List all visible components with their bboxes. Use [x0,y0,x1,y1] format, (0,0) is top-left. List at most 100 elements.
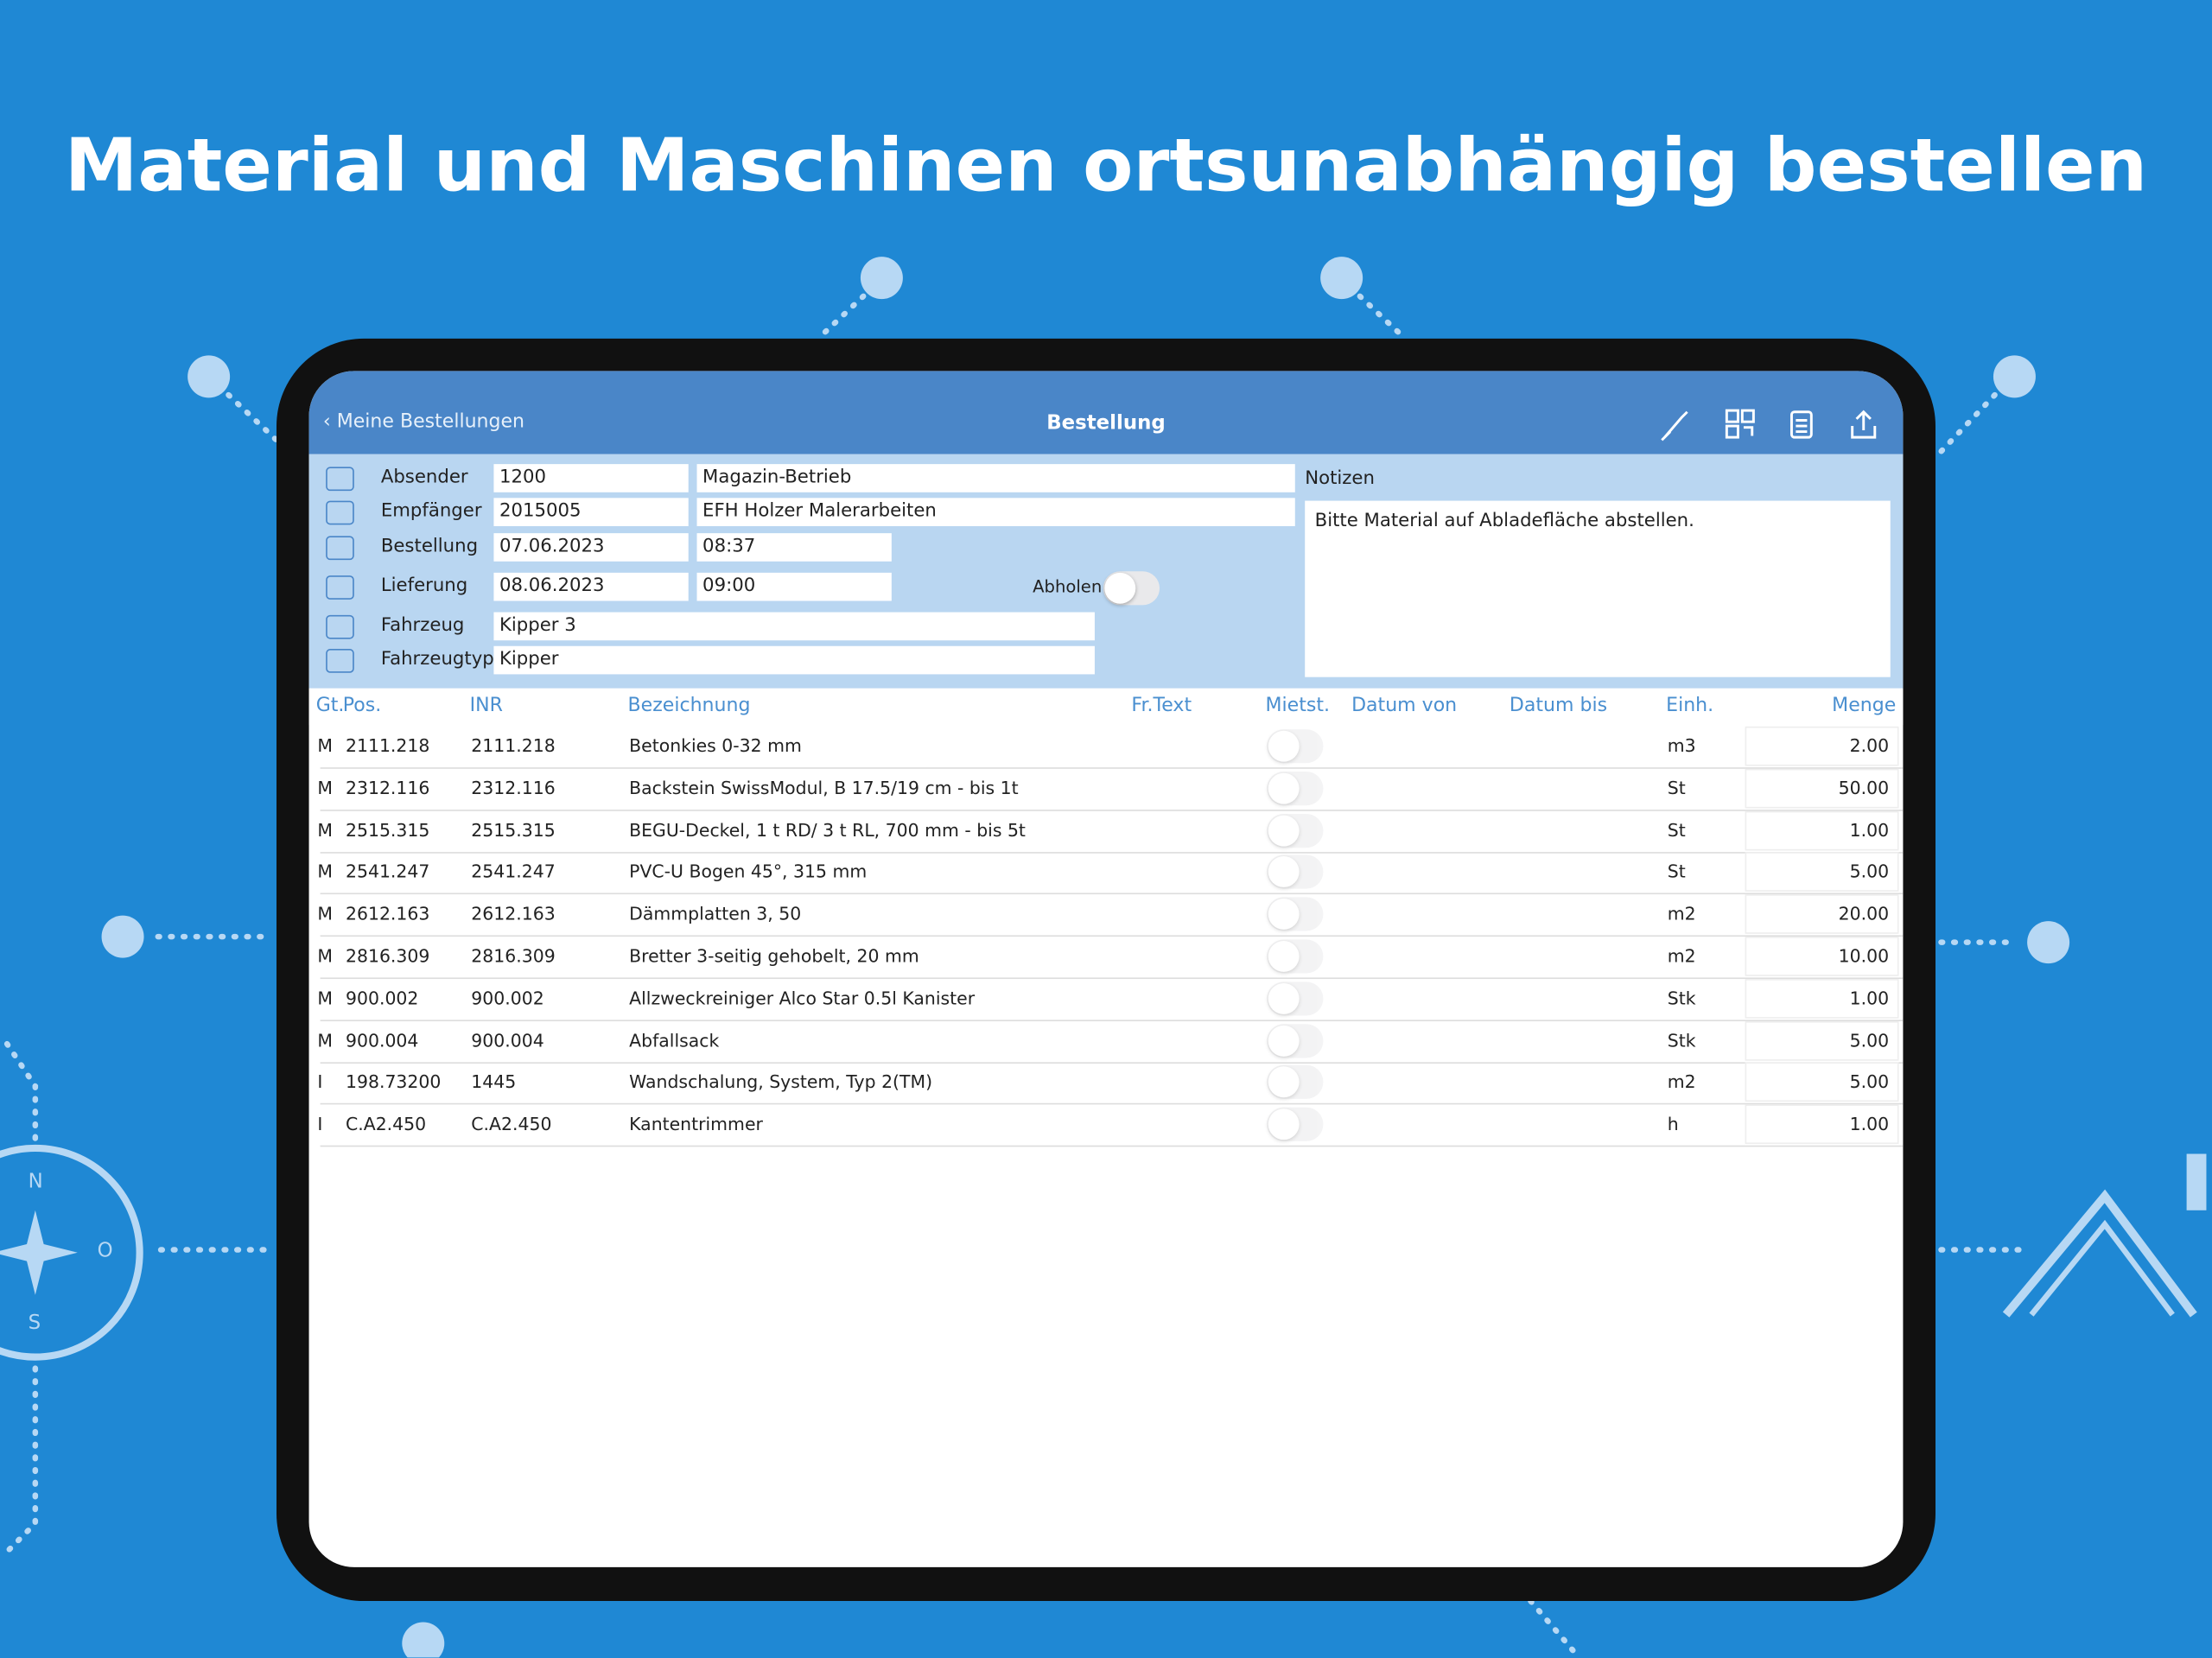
rental-toggle[interactable] [1267,855,1324,890]
cell: Betonkies 0-32 mm [629,734,802,757]
qty[interactable]: 50.00 [1838,777,1890,798]
column-header: Fr.Text [1131,694,1192,717]
cell: M [317,1029,333,1051]
qty[interactable]: 2.00 [1849,734,1890,757]
field-input[interactable]: Magazin-Betrieb [696,464,1295,492]
column-header: Bezeichnung [627,694,751,717]
rental-toggle[interactable] [1267,1107,1324,1142]
cell: Dämmplatten 3, 50 [629,903,802,924]
cell: Stk [1667,987,1696,1009]
cell: m2 [1667,1070,1696,1093]
rental-toggle[interactable] [1267,897,1324,931]
cell: 1445 [471,1070,517,1093]
cell: 900.002 [345,987,419,1009]
cell: M [317,903,333,924]
qty-box[interactable] [1746,770,1897,807]
cell: I [317,1113,323,1134]
field-label: Fahrzeugtyp [380,649,494,670]
cell: M [317,734,333,757]
cell: 2541.247 [471,861,556,883]
qty[interactable]: 5.00 [1849,1029,1890,1051]
cell: St [1667,818,1686,841]
column-header: Gt. [315,694,345,717]
rental-toggle[interactable] [1267,1065,1324,1100]
qty[interactable]: 20.00 [1838,903,1890,924]
qty-box[interactable] [1746,980,1897,1017]
toolbar-icons[interactable] [1656,406,1882,442]
qty-box[interactable] [1746,854,1897,891]
rental-toggle[interactable] [1267,939,1324,974]
rental-toggle[interactable] [1267,771,1324,805]
table-header-bg [308,688,1904,726]
cell: Bretter 3-seitig gehobelt, 20 mm [629,944,919,967]
rental-toggle[interactable] [1267,729,1324,764]
qty-box[interactable] [1746,811,1897,849]
cell: 900.002 [471,987,544,1009]
pickup-toggle[interactable] [1103,571,1160,606]
notes-text: Bitte Material auf Abladefläche abstelle… [1314,511,1694,532]
nav-bar [308,371,1904,454]
cell: m2 [1667,903,1696,924]
field-input[interactable]: 08.06.2023 [493,572,689,601]
qty[interactable]: 1.00 [1849,1113,1890,1134]
field-input[interactable]: 1200 [493,464,689,492]
cell: M [317,944,333,967]
qty[interactable]: 10.00 [1838,944,1890,967]
cell: C.A2.450 [471,1113,552,1134]
column-header: Datum von [1351,694,1458,717]
row-divider [320,1146,1904,1147]
qty[interactable]: 5.00 [1849,861,1890,883]
field-label: Empfänger [380,500,482,523]
cell: M [317,818,333,841]
cell: 2111.218 [471,734,556,757]
cell: m3 [1667,734,1696,757]
cell: 2541.247 [345,861,430,883]
back-button[interactable]: ‹ Meine Bestellungen [322,410,525,434]
cell: 2312.116 [471,777,556,798]
field-icon [326,536,354,561]
cell: Backstein SwissModul, B 17.5/19 cm - bis… [629,777,1019,798]
cell: BEGU-Deckel, 1 t RD/ 3 t RL, 700 mm - bi… [629,818,1026,841]
rental-toggle[interactable] [1267,1023,1324,1058]
column-header: Menge [1832,694,1897,717]
cell: 2816.309 [471,944,556,967]
column-header: Einh. [1666,694,1714,717]
cell: 900.004 [345,1029,419,1051]
rental-toggle[interactable] [1267,813,1324,848]
field-input[interactable]: EFH Holzer Malerarbeiten [696,498,1295,526]
qty-box[interactable] [1746,1106,1897,1143]
cell: 900.004 [471,1029,544,1051]
field-icon [326,614,354,639]
cell: M [317,777,333,798]
qty-box[interactable] [1746,1064,1897,1102]
field-input[interactable]: 2015005 [493,498,689,526]
qty-box[interactable] [1746,1022,1897,1059]
notes-box[interactable] [1305,500,1891,677]
headline: Material und Maschinen ortsunabhängig be… [64,124,2148,209]
qty-box[interactable] [1746,896,1897,933]
field-icon [326,649,354,673]
rental-toggle[interactable] [1267,981,1324,1016]
cell: M [317,987,333,1009]
cell: St [1667,777,1686,798]
field-input[interactable]: 09:00 [696,572,892,601]
back-label[interactable]: Meine Bestellungen [336,410,525,434]
field-input[interactable]: 08:37 [696,533,892,562]
qty[interactable]: 1.00 [1849,987,1890,1009]
row-divider [320,935,1904,937]
compass-s: S [28,1312,41,1335]
field-icon [326,500,354,525]
column-header: Mietst. [1265,694,1330,717]
field-input[interactable]: Kipper 3 [493,612,1095,641]
field-icon [326,575,354,600]
qty[interactable]: 1.00 [1849,818,1890,841]
nav-title: Bestellung [1046,411,1166,435]
field-input[interactable]: Kipper [493,645,1095,675]
qty[interactable]: 5.00 [1849,1070,1890,1093]
cell: PVC-U Bogen 45°, 315 mm [629,861,868,883]
field-input[interactable]: 07.06.2023 [493,533,689,562]
row-divider [320,767,1904,769]
qty-box[interactable] [1746,937,1897,975]
qty-box[interactable] [1746,727,1897,765]
